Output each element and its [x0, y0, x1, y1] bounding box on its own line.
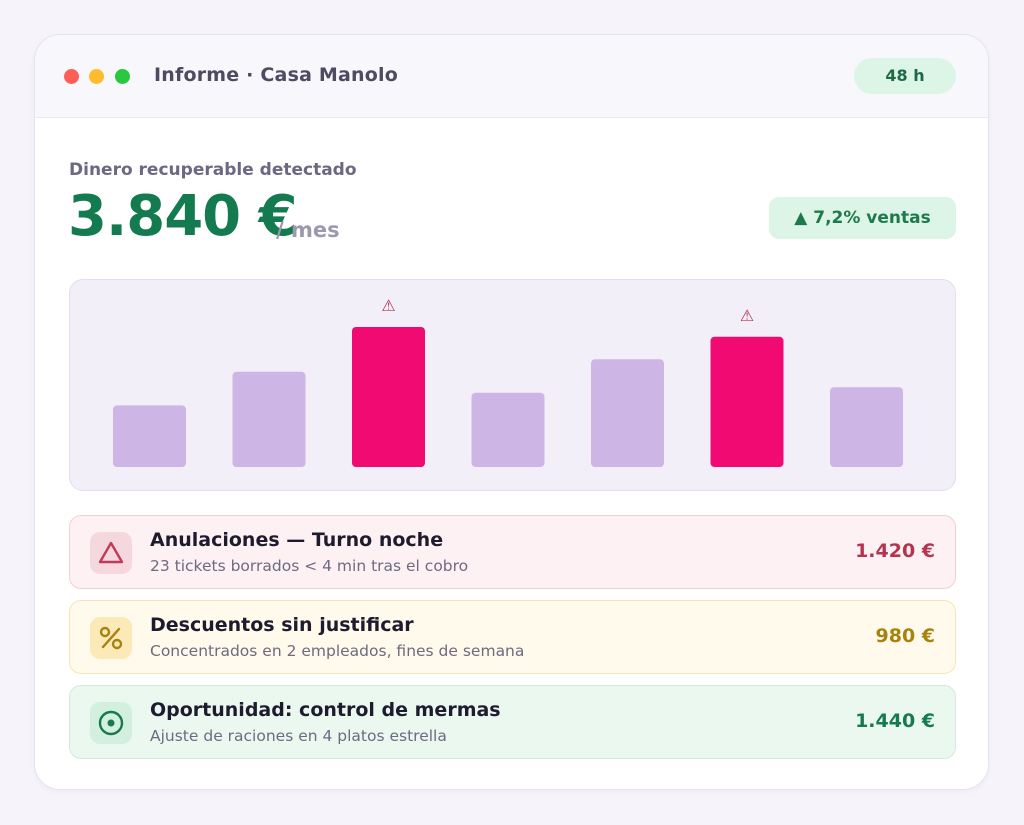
- bar-chart-svg: ⚠⚠: [113, 296, 903, 467]
- alert-title: Descuentos sin justificar: [150, 614, 414, 636]
- triangle-icon: [90, 532, 132, 574]
- chart-bar: [830, 387, 903, 467]
- alert-card-cancellations[interactable]: Anulaciones — Turno noche 23 tickets bor…: [69, 515, 956, 589]
- maximize-window-button[interactable]: [115, 69, 130, 84]
- chart-bar: [591, 359, 664, 467]
- sales-trend-badge: ▲ 7,2% ventas: [769, 197, 956, 239]
- alert-subtitle: 23 tickets borrados < 4 min tras el cobr…: [150, 557, 469, 575]
- alert-amount: 1.440 €: [855, 710, 935, 732]
- period-badge[interactable]: 48 h: [854, 58, 956, 94]
- bar-chart: ⚠ ⚠: [69, 279, 956, 491]
- kpi-label: Dinero recuperable detectado: [69, 160, 357, 180]
- percent-icon: [90, 617, 132, 659]
- kpi-value: 3.840 €: [68, 184, 298, 249]
- chart-bar: [113, 405, 186, 467]
- alert-subtitle: Concentrados en 2 empleados, fines de se…: [150, 642, 525, 660]
- warning-icon: ⚠: [381, 296, 395, 315]
- report-window: Informe · Casa Manolo 48 h Dinero recupe…: [34, 34, 989, 790]
- kpi-unit: / mes: [276, 218, 340, 242]
- title-bar: Informe · Casa Manolo 48 h: [35, 35, 988, 118]
- alert-card-waste-control[interactable]: Oportunidad: control de mermas Ajuste de…: [69, 685, 956, 759]
- chart-bar: [232, 371, 306, 467]
- alert-subtitle: Ajuste de raciones en 4 platos estrella: [150, 727, 447, 745]
- window-title: Informe · Casa Manolo: [154, 64, 399, 86]
- alert-amount: 1.420 €: [855, 540, 935, 562]
- chart-bar-flagged: [352, 327, 425, 467]
- close-window-button[interactable]: [64, 69, 79, 84]
- alert-title: Oportunidad: control de mermas: [150, 699, 501, 721]
- target-icon: [90, 702, 132, 744]
- alert-title: Anulaciones — Turno noche: [150, 529, 444, 551]
- chart-bar-flagged: [710, 336, 784, 467]
- minimize-window-button[interactable]: [89, 69, 104, 84]
- warning-icon: ⚠: [740, 306, 754, 325]
- alert-amount: 980 €: [875, 625, 936, 647]
- alert-card-discounts[interactable]: Descuentos sin justificar Concentrados e…: [69, 600, 956, 674]
- chart-bar: [471, 392, 545, 467]
